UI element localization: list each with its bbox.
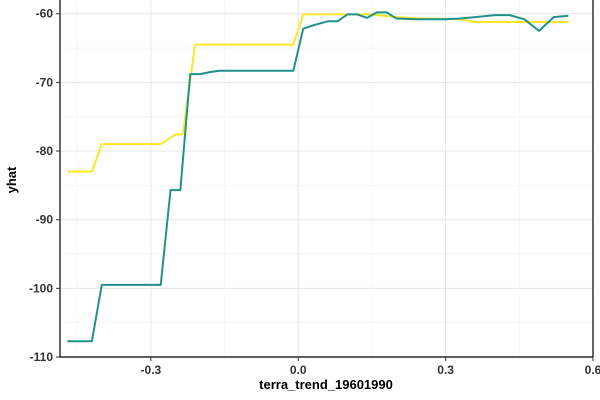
x-axis-title: terra_trend_19601990 bbox=[259, 377, 393, 392]
axes bbox=[59, 0, 594, 358]
y-tick-label: -100 bbox=[29, 281, 53, 295]
y-tick-label: -80 bbox=[36, 144, 54, 158]
series-line-2 bbox=[67, 11, 569, 343]
series-lines bbox=[67, 11, 569, 343]
x-tick-label: -0.3 bbox=[141, 363, 162, 377]
x-tick-label: 0.3 bbox=[437, 363, 454, 377]
y-tick-label: -70 bbox=[36, 75, 54, 89]
x-axis-ticks: -0.3 0.0 0.3 0.6 bbox=[141, 357, 600, 377]
y-tick-label: -60 bbox=[36, 7, 54, 21]
x-tick-label: 0.0 bbox=[290, 363, 307, 377]
y-axis-ticks: -110 -100 -90 -80 -70 -60 bbox=[29, 7, 60, 364]
y-tick-label: -90 bbox=[36, 213, 54, 227]
y-axis-title: yhat bbox=[4, 166, 19, 193]
x-tick-label: 0.6 bbox=[585, 363, 600, 377]
y-tick-label: -110 bbox=[30, 350, 54, 364]
panel-background bbox=[60, 0, 593, 357]
